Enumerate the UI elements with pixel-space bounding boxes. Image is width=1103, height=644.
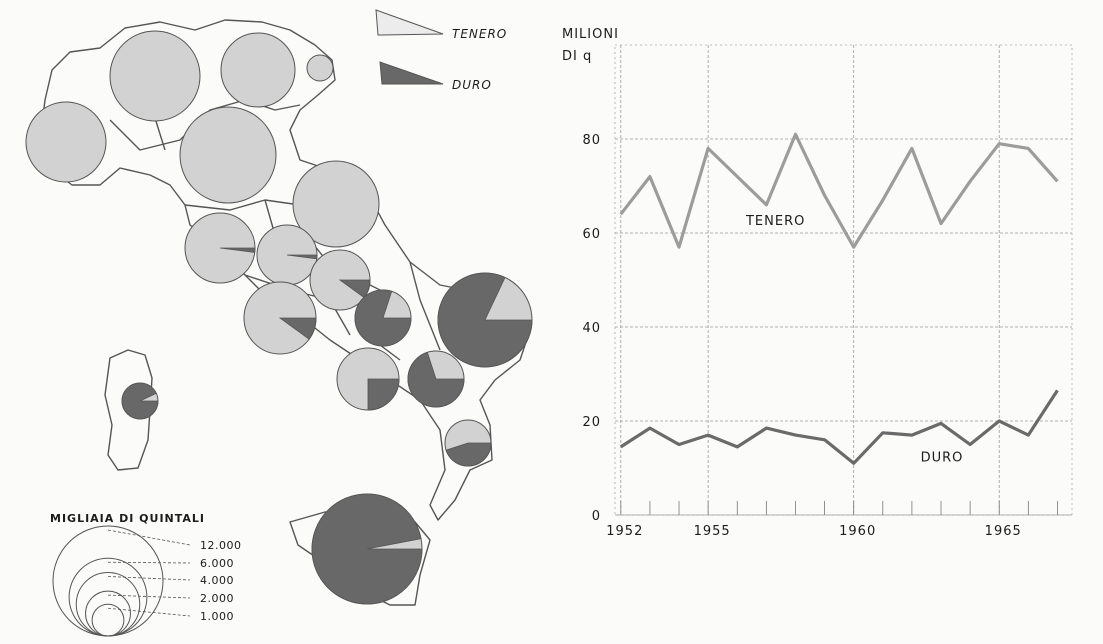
tenero-legend-swatch [375,9,444,36]
y-tick-label: 20 [582,415,601,430]
region-pie-duro [407,351,465,408]
region-pie [437,272,533,368]
x-tick-label: 1955 [694,524,731,539]
region-pie-duro [367,378,400,411]
x-tick-label: 1965 [985,524,1022,539]
scale-leader [107,529,191,546]
scale-circle [52,525,164,637]
scale-circle [85,590,131,637]
region-pie-tenero [25,101,107,183]
x-tick-label: 1960 [839,524,876,539]
series-line-tenero [619,132,1059,249]
duro-legend-swatch [379,61,444,85]
region-pie [25,101,107,183]
scale-label: 4.000 [200,574,234,587]
duro-legend-label: DURO [452,78,492,92]
region-pie [243,281,317,355]
series-label-tenero: TENERO [745,214,805,229]
region-pie [220,32,296,108]
scale-leader [107,576,191,581]
scale-label: 12.000 [200,539,242,552]
y-axis-label-line2: DI q [562,49,592,64]
x-tick-label: 1952 [606,524,643,539]
region-pie [354,289,412,347]
chart-series [619,132,1059,465]
y-axis-label-line1: MILIONI [562,27,619,42]
chart-series-labels: TENERO DURO [745,214,964,465]
region-pie [444,419,492,467]
region-pie-tenero [109,30,201,122]
region-pie [336,347,400,411]
scale-title: MIGLIAIA DI QUINTALI [50,512,205,525]
scale-leader [107,594,191,599]
region-pie-tenero [306,54,334,82]
y-tick-label: 60 [582,227,601,242]
region-pie-duro [437,272,533,368]
region-pie [184,212,256,284]
region-pies [25,30,533,605]
chart-grid [614,44,1073,516]
y-tick-label: 80 [582,133,601,148]
region-pie [407,350,465,408]
region-pie [256,224,318,286]
scale-circle [91,603,125,637]
scale-circle [68,557,148,637]
region-pie-duro [354,289,412,347]
region-pie-duro [121,382,159,420]
scale-leader [107,607,191,617]
region-pie [306,54,334,82]
series-label-duro: DURO [921,450,964,465]
region-pie-duro [286,254,318,260]
size-scale: MIGLIAIA DI QUINTALI 12.000 6.000 4.000 2.0… [50,512,242,637]
region-pie [309,249,371,311]
series-line-duro [619,389,1059,465]
region-pie-duro [311,493,423,605]
region-pie-duro [445,442,492,467]
region-pie-duro [278,317,317,340]
chart-ticks: 0 20 40 60 80 1952 1955 1960 1965 [582,133,1022,539]
region-pie [311,493,423,605]
y-tick-label: 0 [592,509,601,524]
scale-label: 1.000 [200,610,234,623]
region-pie [292,160,380,248]
region-pie-tenero [179,106,277,204]
region-pie [121,382,159,420]
region-pie-tenero [220,32,296,108]
scale-label: 2.000 [200,592,234,605]
wheat-production-line-chart: MILIONI DI q 0 20 40 60 80 1952 1955 1960 1965 T… [562,27,1073,539]
map-legend: TENERO DURO [375,9,507,92]
wheat-production-map: TENERO DURO MIGLIAIA DI QUINTALI 12.000 6… [25,9,533,637]
region-pie [109,30,201,122]
region-pie-duro [219,247,256,253]
tenero-legend-label: TENERO [452,27,507,41]
region-pie-tenero [292,160,380,248]
region-pie [179,106,277,204]
scale-label: 6.000 [200,557,234,570]
scale-leader [107,561,191,564]
y-tick-label: 40 [582,321,601,336]
